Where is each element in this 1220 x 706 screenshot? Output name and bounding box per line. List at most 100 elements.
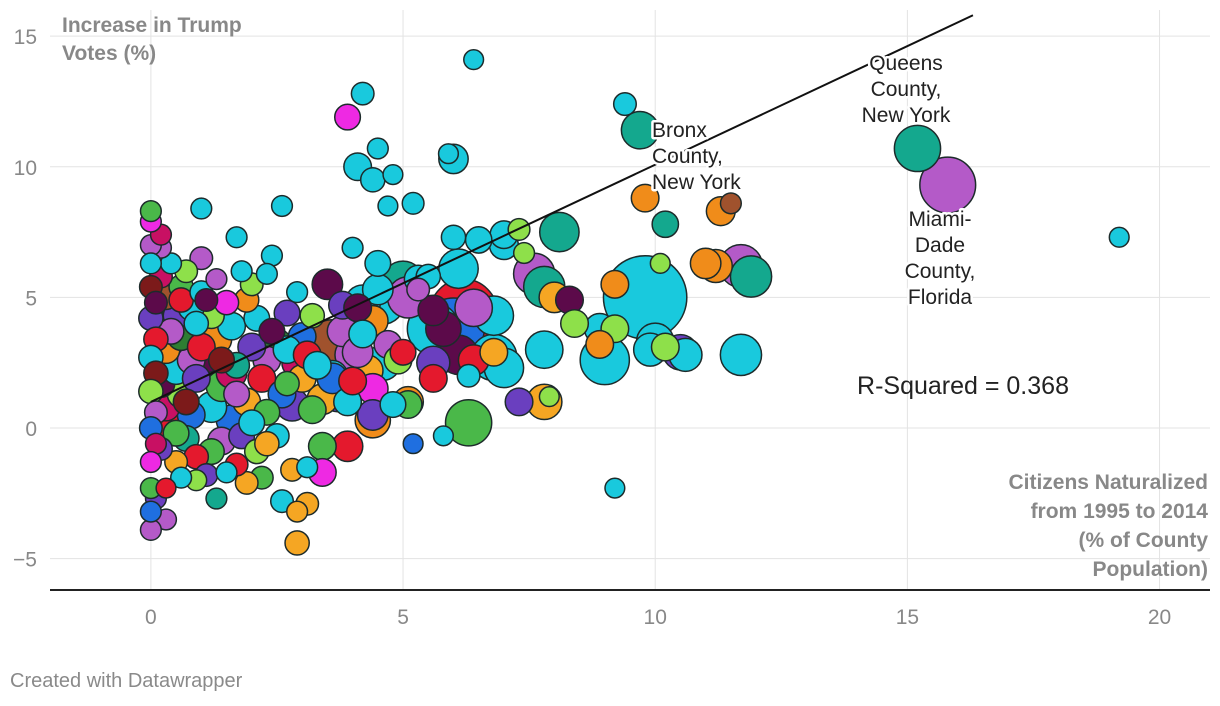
- data-point: [406, 277, 431, 302]
- y-axis-title: Increase in Trump Votes (%): [62, 14, 242, 65]
- data-point: [359, 166, 386, 193]
- data-point: [286, 500, 309, 523]
- x-tick-label: 20: [1148, 606, 1171, 629]
- x-tick-label: 0: [145, 606, 157, 629]
- data-point: [334, 103, 362, 131]
- data-point: [893, 124, 942, 173]
- data-point: [440, 224, 467, 251]
- data-point: [297, 395, 327, 425]
- annotation-line: New York: [862, 104, 951, 127]
- data-point: [341, 236, 364, 259]
- annotation-queens: Queens County, New York: [859, 50, 953, 130]
- data-point: [144, 432, 168, 455]
- data-point: [438, 248, 479, 290]
- data-point: [254, 430, 280, 457]
- y-tick-label: 10: [14, 157, 37, 180]
- data-point: [311, 268, 344, 301]
- data-point: [170, 466, 193, 489]
- data-point: [238, 409, 266, 437]
- trend-line: [150, 14, 974, 403]
- x-axis-title-line: Citizens Naturalized: [1008, 471, 1208, 494]
- data-point: [296, 456, 319, 479]
- data-point: [559, 308, 590, 339]
- data-point: [401, 191, 425, 215]
- x-tick-label: 15: [896, 606, 919, 629]
- data-point: [630, 183, 660, 213]
- annotation-line: County,: [652, 145, 723, 168]
- data-point: [350, 81, 375, 106]
- annotation-line: Queens: [869, 52, 943, 75]
- data-point: [719, 192, 742, 215]
- y-tick-label: 15: [14, 26, 37, 49]
- data-point: [284, 530, 310, 556]
- data-point: [689, 247, 722, 280]
- data-point: [649, 252, 671, 275]
- data-point: [464, 226, 493, 254]
- data-point: [215, 461, 238, 484]
- data-point: [139, 252, 162, 275]
- annotation-line: Miami-: [909, 208, 972, 231]
- data-point: [454, 288, 494, 328]
- data-point: [139, 500, 162, 523]
- r-squared-label: R-Squared = 0.368: [857, 372, 1069, 400]
- data-point: [600, 269, 630, 299]
- data-point: [302, 350, 332, 380]
- data-point: [538, 211, 580, 253]
- data-point: [382, 163, 404, 186]
- data-point: [331, 430, 364, 463]
- data-point: [604, 477, 626, 499]
- data-point: [651, 210, 680, 239]
- data-point: [729, 255, 773, 298]
- data-point: [255, 262, 278, 286]
- data-point: [343, 293, 373, 323]
- data-point: [225, 226, 248, 249]
- x-axis-title-line: from 1995 to 2014: [1031, 500, 1209, 523]
- data-point: [138, 378, 164, 405]
- data-point: [183, 310, 210, 337]
- data-point: [338, 366, 368, 396]
- data-point: [190, 197, 213, 220]
- data-point: [479, 337, 509, 367]
- y-tick-label: 0: [25, 418, 37, 441]
- data-point: [402, 433, 424, 455]
- data-point: [366, 137, 389, 160]
- x-axis-title-line: Population): [1093, 558, 1208, 581]
- data-point: [463, 49, 485, 71]
- data-point: [379, 390, 407, 419]
- annotations: Bronx County, New York Queens County, New Yor…: [650, 50, 978, 312]
- data-points: [138, 49, 1130, 556]
- annotation-line: County,: [871, 78, 942, 101]
- data-point: [205, 267, 228, 291]
- data-point: [230, 260, 253, 283]
- data-point: [223, 380, 251, 408]
- x-axis-title: Citizens Naturalized from 1995 to 2014 (% …: [1008, 471, 1208, 581]
- annotation-bronx: Bronx County, New York: [650, 117, 744, 197]
- data-point: [538, 386, 560, 408]
- data-point: [162, 419, 190, 447]
- data-point: [456, 363, 481, 388]
- data-point: [260, 244, 284, 267]
- datawrapper-credit[interactable]: Created with Datawrapper: [10, 670, 243, 692]
- data-point: [585, 329, 615, 359]
- data-point: [234, 470, 259, 495]
- x-tick-label: 10: [644, 606, 667, 629]
- data-point: [1108, 226, 1130, 248]
- data-point: [194, 287, 219, 313]
- annotation-line: Dade: [915, 234, 965, 257]
- annotation-line: New York: [652, 171, 741, 194]
- y-axis-ticks: −5 0 5 10 15: [13, 26, 37, 572]
- annotation-line: County,: [905, 260, 976, 283]
- x-axis-title-line: (% of County: [1079, 529, 1209, 552]
- data-point: [189, 246, 214, 271]
- y-axis-title-line: Increase in Trump: [62, 14, 242, 37]
- annotation-line: Bronx: [652, 119, 707, 142]
- data-point: [719, 333, 763, 377]
- x-axis-ticks: 0 5 10 15 20: [145, 606, 1171, 629]
- data-point: [620, 110, 660, 150]
- data-point: [172, 388, 200, 416]
- data-point: [270, 194, 294, 218]
- data-point: [307, 431, 337, 461]
- data-point: [181, 363, 211, 393]
- data-point: [650, 332, 680, 362]
- data-point: [612, 92, 637, 117]
